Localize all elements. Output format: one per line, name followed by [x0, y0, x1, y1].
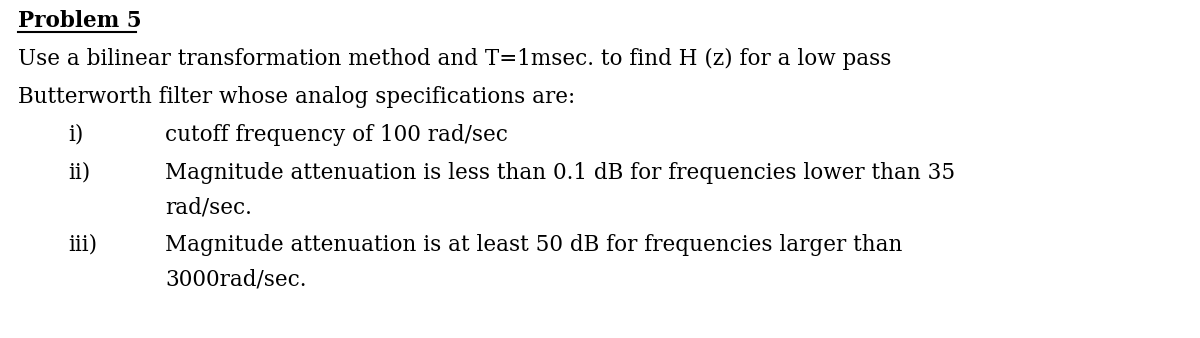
Text: Butterworth filter whose analog specifications are:: Butterworth filter whose analog specific… [18, 86, 575, 108]
Text: Magnitude attenuation is less than 0.1 dB for frequencies lower than 35: Magnitude attenuation is less than 0.1 d… [166, 162, 955, 184]
Text: rad/sec.: rad/sec. [166, 196, 252, 218]
Text: 3000rad/sec.: 3000rad/sec. [166, 268, 306, 290]
Text: Use a bilinear transformation method and T=1msec. to find H (z) for a low pass: Use a bilinear transformation method and… [18, 48, 892, 70]
Text: cutoff frequency of 100 rad/sec: cutoff frequency of 100 rad/sec [166, 124, 508, 146]
Text: Magnitude attenuation is at least 50 dB for frequencies larger than: Magnitude attenuation is at least 50 dB … [166, 234, 902, 256]
Text: i): i) [68, 124, 83, 146]
Text: iii): iii) [68, 234, 97, 256]
Text: Problem 5: Problem 5 [18, 10, 142, 32]
Text: ii): ii) [68, 162, 90, 184]
